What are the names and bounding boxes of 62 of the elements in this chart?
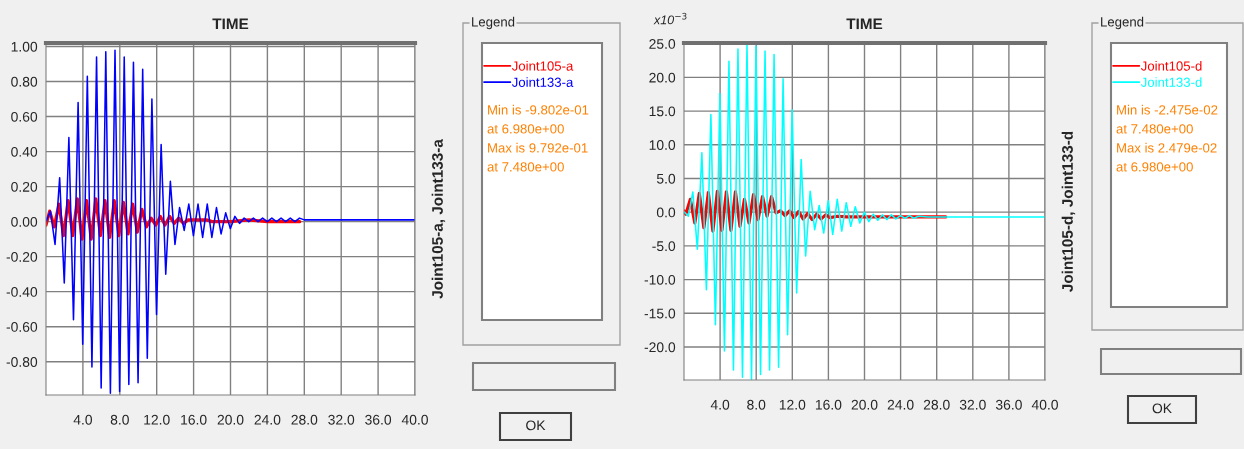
y-tick-label: -0.80 [6, 357, 38, 367]
x-tick-label: 32.0 [328, 414, 355, 425]
legend-title: Legend [1101, 16, 1144, 30]
y-tick-label: -10.0 [644, 274, 676, 285]
x-tick-label: 24.0 [887, 399, 914, 410]
x-tick-label: 12.0 [779, 399, 806, 410]
text: at 7.480e+00 [1116, 124, 1193, 134]
x-tick-label: 24.0 [254, 414, 281, 425]
text: x10$^{−3}$ [653, 12, 687, 25]
text: Min is -2.475e-02 [1117, 104, 1218, 115]
chart-title: TIME [846, 18, 883, 30]
x-tick-label: 32.0 [959, 399, 986, 410]
y-tick-label: -5.0 [652, 241, 676, 252]
y-tick-label: -15.0 [644, 308, 676, 319]
y-tick-label: 10.0 [649, 140, 676, 150]
x-tick-label: 8.0 [110, 414, 129, 425]
text: Max is 9.792e-01 [488, 142, 588, 153]
y-tick-label: 5.0 [656, 173, 676, 184]
y-tick-label: -0.60 [6, 322, 38, 332]
x-tick-label: 16.0 [815, 399, 842, 410]
y-tick-label: 0.0 [656, 207, 676, 218]
y-tick-label: 1.00 [11, 41, 38, 52]
y-tick-label: -0.40 [6, 287, 38, 297]
x-tick-label: 28.0 [923, 399, 950, 410]
chart-title: TIME [212, 18, 249, 30]
x-tick-label: 8.0 [747, 399, 766, 410]
line-series [684, 44, 1045, 380]
y-tick-label: 0.80 [11, 76, 38, 87]
x-tick-label: 40.0 [1031, 399, 1058, 410]
y-tick-label: 0.20 [11, 181, 38, 192]
y-tick-label: 20.0 [649, 72, 676, 83]
x-tick-label: 20.0 [217, 414, 244, 425]
text: OK [1152, 403, 1172, 414]
y-axis-title: Joint105-d, Joint133-d [1061, 131, 1076, 292]
text: at 6.980e+00 [487, 124, 564, 134]
y-tick-label: 0.60 [11, 111, 38, 122]
y-tick-label: -0.20 [6, 251, 38, 262]
y-tick-label: 25.0 [649, 39, 676, 49]
x-tick-label: 20.0 [851, 399, 878, 410]
text: at 6.980e+00 [1116, 162, 1193, 172]
legend-label: Joint133-a [511, 77, 574, 87]
text: Min is -9.802e-01 [488, 104, 589, 115]
x-tick-label: 40.0 [401, 414, 428, 425]
x-tick-label: 36.0 [365, 414, 392, 425]
y-tick-label: 15.0 [649, 106, 676, 117]
y-tick-label: 0.00 [11, 216, 38, 227]
y-tick-label: 0.40 [11, 146, 38, 157]
text: OK [526, 420, 546, 431]
y-tick-label: -20.0 [644, 342, 676, 353]
legend-label: Joint105-d [1140, 61, 1202, 71]
x-tick-label: 36.0 [995, 399, 1022, 410]
x-tick-label: 12.0 [144, 414, 170, 425]
legend-label: Joint133-d [1140, 77, 1202, 87]
legend-title: Legend [472, 16, 515, 30]
text: at 7.480e+00 [487, 162, 564, 172]
legend-label: Joint105-a [511, 61, 574, 71]
x-tick-label: 4.0 [710, 399, 730, 410]
x-tick-label: 16.0 [181, 414, 207, 425]
y-axis-title: Joint105-a, Joint133-a [431, 139, 446, 299]
x-tick-label: 28.0 [291, 414, 318, 425]
text: Max is 2.479e-02 [1117, 142, 1217, 153]
x-tick-label: 4.0 [73, 414, 93, 425]
